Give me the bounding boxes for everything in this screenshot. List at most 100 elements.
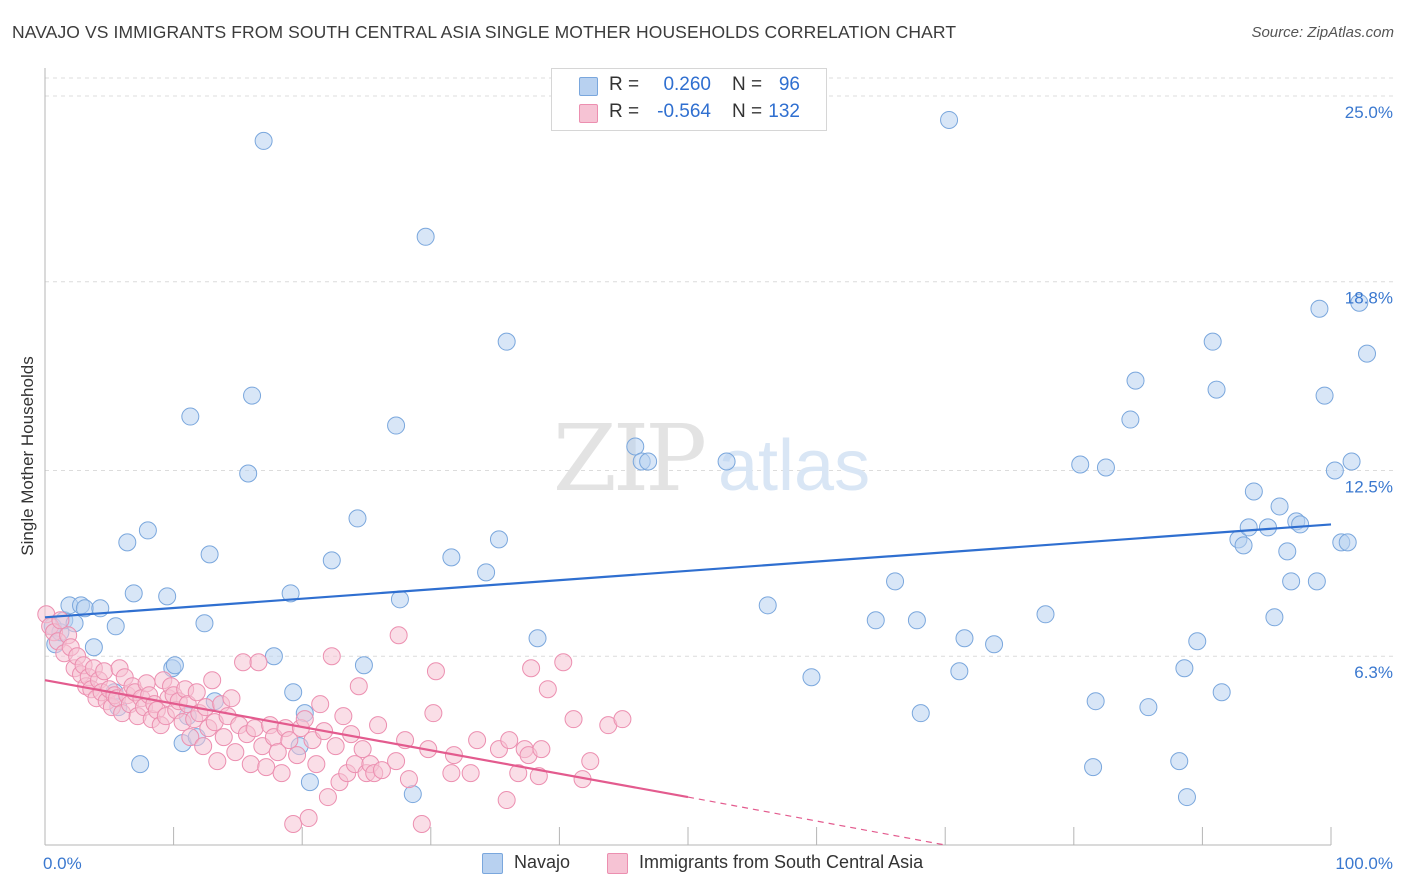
navajo-point bbox=[106, 617, 125, 636]
legend-row-navajo: R = 0.260 N = 96 bbox=[552, 74, 826, 100]
immigrants-point bbox=[581, 752, 600, 771]
navajo-point bbox=[802, 668, 821, 687]
immigrants-point bbox=[369, 716, 388, 735]
navajo-point bbox=[1315, 386, 1334, 405]
navajo-point bbox=[1244, 482, 1263, 501]
tick-labels: 6.3% 12.5% 18.8% 25.0% 0.0% 100.0% bbox=[43, 103, 1393, 873]
navajo-point bbox=[442, 548, 461, 567]
immigrants-point bbox=[500, 731, 519, 750]
navajo-point bbox=[181, 407, 200, 426]
y-tick-label: 12.5% bbox=[1345, 477, 1393, 496]
immigrants-point bbox=[564, 710, 583, 729]
watermark-atlas: atlas bbox=[718, 426, 870, 506]
immigrants-point bbox=[349, 677, 368, 696]
immigrants-point bbox=[318, 788, 337, 807]
navajo-point bbox=[138, 521, 157, 540]
navajo-point bbox=[281, 584, 300, 603]
immigrants-point bbox=[194, 737, 213, 756]
navajo-point bbox=[284, 683, 303, 702]
navajo-points bbox=[43, 110, 1377, 807]
navajo-point bbox=[1358, 344, 1377, 363]
y-axis-label: Single Mother Households bbox=[18, 356, 37, 556]
navajo-point bbox=[131, 755, 150, 774]
navajo-point bbox=[1270, 497, 1289, 516]
navajo-point bbox=[1239, 518, 1258, 537]
immigrants-point bbox=[412, 815, 431, 834]
navajo-point bbox=[1338, 533, 1357, 552]
navajo-point bbox=[1282, 572, 1301, 591]
immigrants-point bbox=[509, 764, 528, 783]
immigrants-legend-swatch bbox=[607, 853, 628, 874]
navajo-point bbox=[1291, 515, 1310, 534]
navajo-point bbox=[1258, 518, 1277, 537]
navajo-point bbox=[1342, 452, 1361, 471]
navajo-point bbox=[200, 545, 219, 564]
immigrants-r-value: -0.564 bbox=[657, 101, 711, 122]
navajo-point bbox=[1203, 332, 1222, 351]
navajo-point bbox=[717, 452, 736, 471]
immigrants-n-label: N = bbox=[732, 101, 763, 122]
navajo-point bbox=[300, 773, 319, 792]
immigrants-point bbox=[353, 740, 372, 759]
navajo-point bbox=[940, 110, 959, 129]
immigrants-point bbox=[249, 653, 268, 672]
navajo-point bbox=[387, 416, 406, 435]
immigrants-point bbox=[399, 770, 418, 789]
navajo-legend-swatch bbox=[482, 853, 503, 874]
immigrants-point bbox=[257, 758, 276, 777]
immigrants-point bbox=[426, 662, 445, 681]
immigrants-point bbox=[95, 662, 114, 681]
navajo-point bbox=[354, 656, 373, 675]
navajo-r-value: 0.260 bbox=[663, 74, 711, 95]
immigrants-point bbox=[295, 710, 314, 729]
navajo-point bbox=[1207, 380, 1226, 399]
immigrants-point bbox=[389, 626, 408, 645]
navajo-point bbox=[1278, 542, 1297, 561]
navajo-point bbox=[497, 332, 516, 351]
navajo-point bbox=[118, 533, 137, 552]
immigrants-point bbox=[522, 659, 541, 678]
immigrants-point bbox=[538, 680, 557, 699]
immigrants-point bbox=[461, 764, 480, 783]
immigrants-point bbox=[284, 815, 303, 834]
navajo-point bbox=[1188, 632, 1207, 651]
navajo-point bbox=[911, 704, 930, 723]
immigrants-n-value: 132 bbox=[768, 101, 800, 122]
navajo-point bbox=[866, 611, 885, 630]
immigrants-point bbox=[288, 746, 307, 765]
immigrants-point bbox=[497, 791, 516, 810]
immigrants-trend-line bbox=[44, 679, 689, 799]
y-tick-label: 6.3% bbox=[1354, 663, 1393, 682]
immigrants-point bbox=[181, 728, 200, 747]
source-credit: Source: ZipAtlas.com bbox=[1251, 24, 1394, 41]
navajo-point bbox=[254, 131, 273, 150]
navajo-point bbox=[1325, 461, 1344, 480]
immigrants-point bbox=[196, 698, 215, 717]
trend-lines bbox=[44, 523, 1332, 846]
navajo-point bbox=[1086, 692, 1105, 711]
immigrants-point bbox=[234, 653, 253, 672]
navajo-point bbox=[886, 572, 905, 591]
navajo-point bbox=[243, 386, 262, 405]
correlation-legend: R = 0.260 N = 96 R = -0.564 N = 132 bbox=[551, 68, 827, 131]
navajo-point bbox=[477, 563, 496, 582]
y-tick-label: 18.8% bbox=[1345, 289, 1393, 308]
immigrants-point bbox=[326, 737, 345, 756]
navajo-point bbox=[639, 452, 658, 471]
navajo-point bbox=[985, 635, 1004, 654]
immigrants-point bbox=[272, 764, 291, 783]
navajo-point bbox=[1265, 608, 1284, 627]
navajo-point bbox=[1307, 572, 1326, 591]
immigrants-point bbox=[372, 761, 391, 780]
immigrants-point bbox=[322, 647, 341, 666]
immigrants-point bbox=[241, 755, 260, 774]
y-tick-label: 25.0% bbox=[1345, 103, 1393, 122]
navajo-point bbox=[264, 647, 283, 666]
navajo-point bbox=[1139, 698, 1158, 717]
immigrants-legend-label: Immigrants from South Central Asia bbox=[639, 852, 924, 872]
immigrants-point bbox=[307, 755, 326, 774]
immigrants-point bbox=[468, 731, 487, 750]
immigrants-point bbox=[554, 653, 573, 672]
navajo-point bbox=[158, 587, 177, 606]
